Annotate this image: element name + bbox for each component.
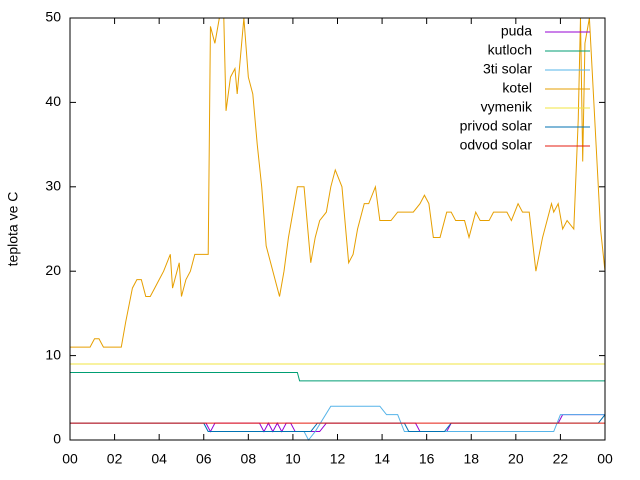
x-tick-label: 12 [330, 451, 346, 467]
line-series [70, 371, 605, 382]
legend-label: privod solar [460, 118, 533, 134]
y-tick-label: 50 [45, 9, 61, 25]
y-axis-label: teplota ve C [5, 192, 21, 267]
x-tick-label: 06 [196, 451, 212, 467]
x-tick-label: 20 [508, 451, 524, 467]
y-tick-label: 20 [45, 262, 61, 278]
legend-label: kutloch [488, 42, 532, 58]
legend-label: kotel [502, 80, 532, 96]
y-tick-label: 30 [45, 178, 61, 194]
line-series [70, 17, 606, 348]
x-tick-label: 10 [285, 451, 301, 467]
x-tick-label: 00 [62, 451, 78, 467]
plot-frame [69, 17, 606, 441]
x-tick-label: 00 [597, 451, 613, 467]
legend-label: puda [501, 23, 532, 39]
y-tick-label: 10 [45, 346, 61, 362]
legend-label: odvod solar [460, 137, 533, 153]
x-tick-label: 04 [151, 451, 167, 467]
x-tick-label: 08 [241, 451, 257, 467]
y-tick-label: 40 [45, 93, 61, 109]
y-tick-label: 0 [53, 431, 61, 447]
x-tick-label: 22 [553, 451, 569, 467]
x-tick-label: 16 [419, 451, 435, 467]
x-tick-label: 14 [374, 451, 390, 467]
legend-label: 3ti solar [483, 61, 532, 77]
x-tick-label: 02 [107, 451, 123, 467]
x-tick-label: 18 [463, 451, 479, 467]
legend-label: vymenik [481, 99, 533, 115]
